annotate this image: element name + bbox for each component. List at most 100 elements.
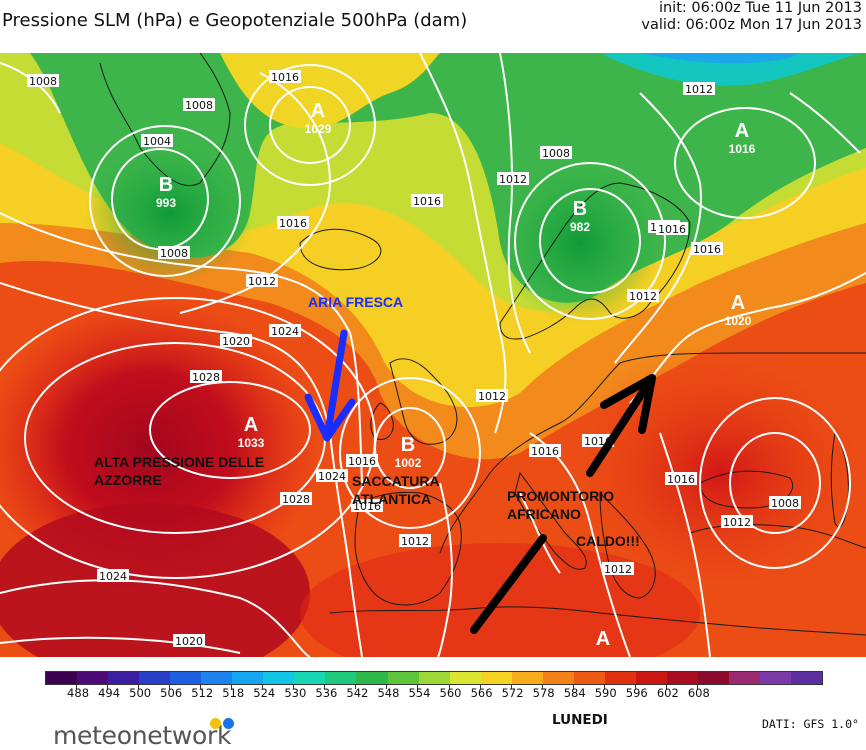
isobar (629, 272, 866, 404)
svg-text:1016: 1016 (353, 500, 381, 513)
colorbar-swatch (573, 672, 605, 684)
isobar (699, 397, 851, 569)
isobar-label: 1008 (769, 496, 801, 510)
blue-arrow-head (304, 393, 356, 442)
isobar (0, 297, 376, 579)
center-letter: A (596, 628, 610, 650)
colorbar (45, 671, 823, 685)
svg-text:1012: 1012 (604, 563, 632, 576)
svg-text:1020: 1020 (222, 335, 250, 348)
colorbar-swatch (449, 672, 481, 684)
isobar-label: 1012 (246, 274, 278, 288)
black-arrow-lower (470, 534, 547, 634)
black-arrow-upper-shaft (586, 374, 656, 477)
colorbar-tick-label: 548 (377, 686, 400, 700)
isobar (244, 64, 376, 186)
isobar (0, 636, 241, 654)
colorbar-tick (572, 684, 574, 689)
colorbar-tick-label: 596 (625, 686, 648, 700)
isobar (374, 407, 446, 489)
colorbar-tick-label: 578 (532, 686, 555, 700)
isobar-label: 1012 (627, 289, 659, 303)
colorbar-tick-label: 554 (408, 686, 431, 700)
alta-label-1: ALTA PRESSIONE DELLE (94, 454, 264, 470)
isobar-label: 1028 (280, 492, 312, 506)
colorbar-tick (231, 684, 233, 689)
isobar (499, 53, 531, 354)
colorbar-tick-label: 560 (439, 686, 462, 700)
colorbar-swatch (511, 672, 543, 684)
day-label: LUNEDI (552, 712, 608, 728)
center-letter: A (735, 120, 749, 142)
colorbar-swatch (294, 672, 326, 684)
colorbar-swatch (263, 672, 295, 684)
colorbar-tick (665, 684, 667, 689)
colorbar-tick (355, 684, 357, 689)
colorbar-tick (417, 684, 419, 689)
colorbar-tick-label: 590 (594, 686, 617, 700)
isobar (419, 53, 507, 434)
colorbar-tick (541, 684, 543, 689)
center-value: 1033 (238, 436, 265, 450)
isobar (89, 125, 241, 277)
colorbar-tick-label: 500 (129, 686, 152, 700)
colorbar-swatch (418, 672, 450, 684)
weather-map: 1008 1008 1016 1004 1008 1012 1016 1016 1012 1008… (0, 53, 866, 657)
colorbar-swatch (108, 672, 140, 684)
brand-dot-blue-icon (223, 718, 234, 729)
isobar-label: 1016 (269, 70, 301, 84)
svg-text:1012: 1012 (478, 390, 506, 403)
isobar-label: 1020 (220, 334, 252, 348)
valid-time: valid: 06:00z Mon 17 Jun 2013 (641, 17, 862, 33)
isobar-label: 1016 (529, 444, 561, 458)
colorbar-tick (386, 684, 388, 689)
black-arrow-upper-head (600, 374, 656, 434)
isobar-label: 1024 (97, 569, 129, 583)
center-letter: B (159, 174, 173, 196)
isobar-label: 1012 (683, 82, 715, 96)
center-letter: B (401, 434, 415, 456)
colorbar-tick-label: 524 (253, 686, 276, 700)
field-azores-south (0, 503, 310, 657)
svg-text:1008: 1008 (542, 147, 570, 160)
colorbar-swatch (201, 672, 233, 684)
svg-text:1020: 1020 (175, 635, 203, 648)
colorbar-tick-label: 506 (160, 686, 183, 700)
center-letter: A (244, 414, 258, 436)
colorbar-tick-label: 530 (284, 686, 307, 700)
svg-text:1016: 1016 (348, 455, 376, 468)
init-time: init: 06:00z Tue 11 Jun 2013 (658, 0, 862, 16)
isobar (339, 377, 481, 529)
isobar-label: 1024 (269, 324, 301, 338)
center-value: 1029 (305, 122, 332, 136)
colorbar-labels: 488 494 500 506 512 518 524 530 536 542 548 554 560 5… (45, 686, 821, 700)
colorbar-tick-label: 488 (67, 686, 90, 700)
black-arrows (470, 374, 656, 634)
colorbar-tick (603, 684, 605, 689)
svg-text:1004: 1004 (143, 135, 171, 148)
colorbar-swatch (791, 672, 823, 684)
svg-text:1024: 1024 (99, 570, 127, 583)
blue-arrow (304, 329, 356, 442)
isobar-label: 1008 (27, 74, 59, 88)
colorbar-swatch (77, 672, 109, 684)
colorbar-swatch (356, 672, 388, 684)
colorbar-tick-label: 608 (687, 686, 710, 700)
colorbar-tick-label: 572 (501, 686, 524, 700)
center-value: 982 (570, 220, 590, 234)
promontorio-label-1: PROMONTORIO (507, 488, 614, 504)
svg-text:1008: 1008 (185, 99, 213, 112)
isobar (659, 432, 711, 657)
isobar (614, 92, 702, 364)
alta-label-2: AZZORRE (94, 472, 162, 488)
svg-text:1016: 1016 (658, 223, 686, 236)
colorbar-tick (262, 684, 264, 689)
colorbar-swatch (480, 672, 512, 684)
svg-text:1008: 1008 (160, 247, 188, 260)
field-low-nw (85, 143, 255, 283)
